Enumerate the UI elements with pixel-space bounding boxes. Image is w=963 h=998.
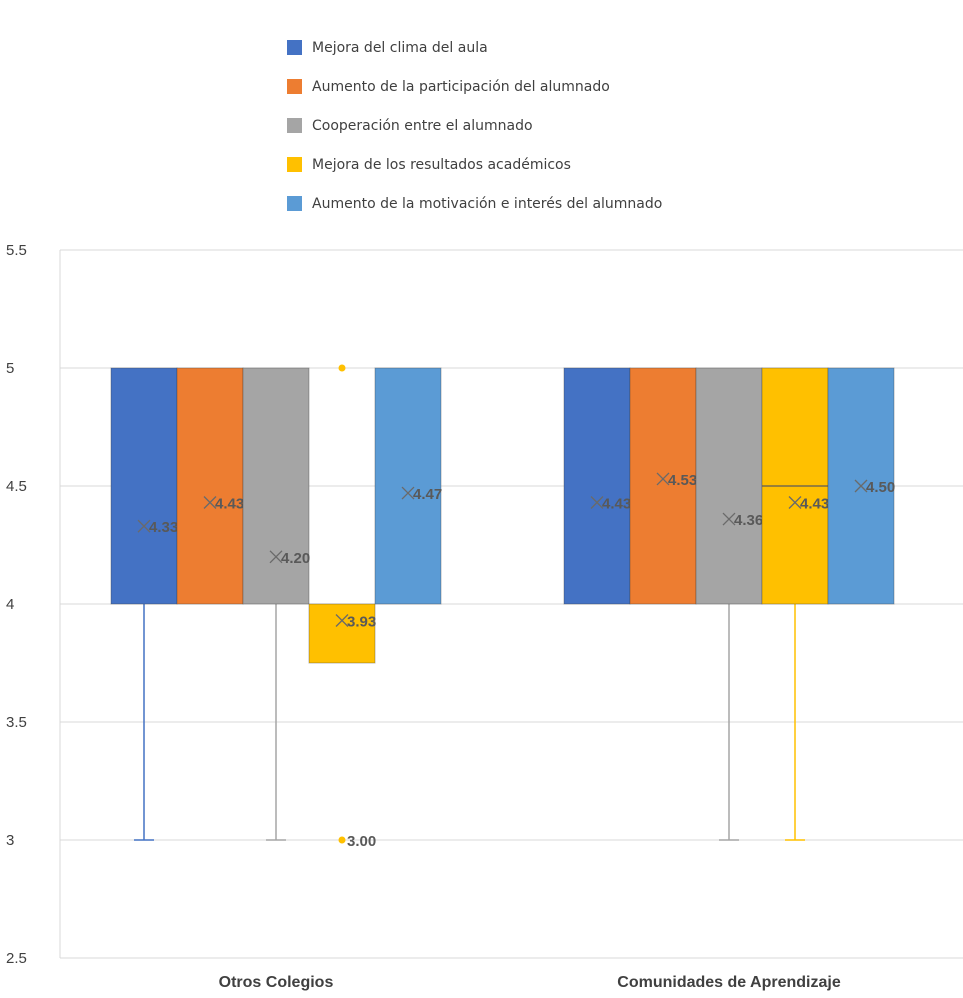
- plot-area: 4.33 4.43 4.20 3.93 3.00 4.47 4.43 4.53 4.36 4.43…: [110, 364, 895, 850]
- y-tick-label: 3.5: [6, 714, 27, 731]
- box: [242, 367, 310, 605]
- mean-marker: [335, 614, 349, 627]
- box: [110, 367, 178, 605]
- mean-marker: [788, 496, 802, 509]
- box: [629, 367, 697, 605]
- mean-label: 4.47: [413, 486, 442, 503]
- mean-marker: [401, 486, 415, 500]
- mean-label: 4.20: [281, 550, 310, 567]
- mean-x-stroke: [269, 550, 283, 564]
- y-tick-label: 3: [6, 832, 14, 849]
- mean-label: 3.93: [347, 614, 376, 631]
- legend-swatch: [287, 118, 302, 133]
- box: [563, 367, 631, 605]
- legend-label: Mejora del clima del aula: [312, 40, 488, 56]
- y-tick-label: 4.5: [6, 478, 27, 495]
- legend-swatch: [287, 40, 302, 55]
- box: [374, 367, 442, 605]
- box: [176, 367, 244, 605]
- y-tick-label: 5: [6, 360, 14, 377]
- mean-label: 4.43: [215, 496, 244, 513]
- mean-x-stroke: [203, 496, 217, 509]
- mean-x-stroke: [788, 496, 802, 509]
- mean-label: 4.43: [602, 496, 631, 513]
- mean-x-stroke: [401, 486, 415, 500]
- box: [695, 367, 763, 605]
- y-tick-label: 2.5: [6, 950, 27, 967]
- mean-x-stroke: [656, 472, 670, 486]
- legend-label: Cooperación entre el alumnado: [312, 118, 533, 134]
- outlier-label: 3.00: [347, 833, 376, 850]
- legend-swatch: [287, 157, 302, 172]
- legend-label: Aumento de la motivación e interés del a…: [312, 196, 662, 212]
- box: [308, 603, 376, 664]
- legend: Mejora del clima del aula Aumento de la p…: [287, 40, 662, 212]
- y-tick-label: 4: [6, 596, 14, 613]
- legend-label: Mejora de los resultados académicos: [312, 157, 571, 173]
- mean-label: 4.50: [866, 479, 895, 496]
- mean-marker: [590, 496, 604, 509]
- mean-marker: [722, 512, 736, 526]
- mean-marker: [854, 479, 868, 493]
- mean-label: 4.33: [149, 519, 178, 536]
- mean-x-stroke: [335, 614, 349, 627]
- legend-label: Aumento de la participación del alumnado: [312, 79, 610, 95]
- outlier-point: [338, 364, 346, 372]
- legend-swatch: [287, 79, 302, 94]
- legend-swatch: [287, 196, 302, 211]
- y-tick-label: 5.5: [6, 242, 27, 259]
- mean-label: 4.43: [800, 496, 829, 513]
- outlier-point: [338, 836, 346, 844]
- mean-x-stroke: [137, 519, 151, 533]
- mean-marker: [656, 472, 670, 486]
- y-axis: 2.5 3 3.5 4 4.5 5 5.5: [6, 242, 61, 967]
- mean-x-stroke: [722, 512, 736, 526]
- mean-marker: [137, 519, 151, 533]
- mean-marker: [203, 496, 217, 509]
- x-category-label: Otros Colegios: [219, 974, 334, 991]
- mean-x-stroke: [854, 479, 868, 493]
- x-category-label: Comunidades de Aprendizaje: [617, 974, 841, 991]
- x-axis: Otros Colegios Comunidades de Aprendizaje: [219, 974, 841, 991]
- mean-x-stroke: [590, 496, 604, 509]
- mean-label: 4.36: [734, 512, 763, 529]
- mean-marker: [269, 550, 283, 564]
- mean-label: 4.53: [668, 472, 697, 489]
